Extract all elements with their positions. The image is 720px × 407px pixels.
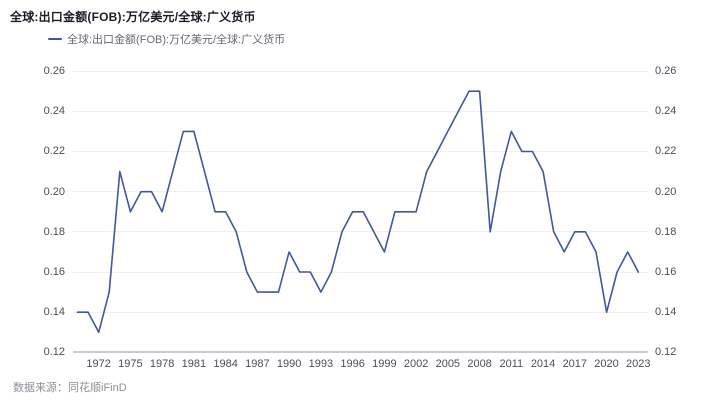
x-axis-tick-label: 1999 [372,358,397,370]
gridline [73,311,648,313]
x-axis-tick-label: 2020 [594,358,619,370]
x-axis-tick-label: 1981 [181,358,207,370]
x-axis-tick-label: 1990 [276,358,302,370]
x-axis-tick-label: 2005 [435,358,461,370]
y-axis-tick-label-left: 0.18 [43,225,65,238]
y-axis-tick-label-right: 0.24 [655,105,677,118]
y-axis-tick-label-left: 0.24 [43,105,65,118]
x-axis-tick-label: 2011 [499,358,524,370]
data-line-series [76,90,640,334]
y-axis-tick-label-left: 0.26 [43,65,65,78]
y-axis-tick-label-left: 0.20 [43,185,65,198]
y-axis-tick-label-right: 0.18 [655,225,677,238]
x-axis-tick-label: 1972 [86,358,111,370]
y-axis-tick-label-right: 0.20 [655,185,677,198]
x-axis-tick-label: 1996 [340,358,365,370]
x-axis-line [73,351,648,354]
gridline [73,70,648,72]
y-axis-tick-label-right: 0.16 [655,266,677,279]
x-axis-tick-label: 1975 [118,358,143,370]
chart-title: 全球:出口金额(FOB):万亿美元/全球:广义货币 [10,10,256,24]
y-axis-tick-label-left: 0.12 [43,346,65,359]
gridline [73,150,648,152]
gridline [73,271,648,273]
y-axis-tick-label-left: 0.22 [43,145,65,158]
legend-line-swatch-icon [48,38,62,40]
y-axis-tick-label-right: 0.26 [655,65,677,78]
legend[interactable]: 全球:出口金额(FOB):万亿美元/全球:广义货币 [48,31,285,47]
y-axis-tick-label-right: 0.22 [655,145,677,158]
x-axis-tick-label: 1984 [213,358,238,370]
data-source-note: 数据来源：同花顺iFinD [13,382,127,394]
x-axis-tick-label: 2008 [467,358,492,370]
y-axis-tick-label-left: 0.16 [43,266,65,279]
gridline [73,191,648,193]
gridline [73,110,648,112]
x-axis-tick-label: 2014 [530,358,556,370]
gridline [73,231,648,233]
x-axis-tick-label: 2017 [562,358,588,370]
legend-label: 全球:出口金额(FOB):万亿美元/全球:广义货币 [67,34,286,46]
x-axis-tick-label: 1978 [149,358,175,370]
x-axis-tick-label: 1987 [245,358,270,370]
y-axis-tick-label-right: 0.12 [655,346,677,359]
y-axis-tick-label-left: 0.14 [43,306,65,319]
x-axis-tick-label: 2023 [626,358,651,370]
x-axis-tick-label: 2002 [403,358,429,370]
y-axis-tick-label-right: 0.14 [655,306,677,319]
x-axis-tick-label: 1993 [308,358,334,370]
